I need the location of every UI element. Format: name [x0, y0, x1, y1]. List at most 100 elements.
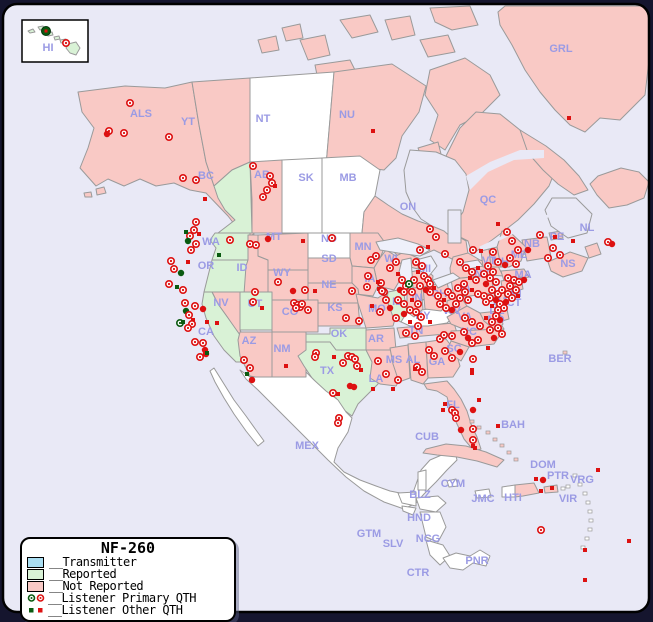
map-label-yt: YT [181, 116, 195, 128]
legend-row-primary-qth: __Listener Primary QTH [22, 592, 234, 604]
region-ncg [419, 511, 447, 543]
listener-marker-rc [450, 334, 454, 338]
listener-marker-rc [376, 359, 380, 363]
listener-marker-rc [122, 131, 126, 135]
hawaii-island [65, 41, 81, 56]
listener-marker-rs [550, 486, 554, 490]
listener-marker-rc [463, 290, 467, 294]
listener-marker-rf [422, 286, 430, 294]
listener-marker-rc [471, 248, 475, 252]
listener-marker-rc [201, 341, 205, 345]
map-label-wy: WY [273, 267, 291, 279]
legend-label: __Listener Other QTH [48, 603, 183, 617]
listener-marker-rs [203, 197, 207, 201]
listener-marker-rc [422, 274, 426, 278]
listener-marker-rc [188, 234, 192, 238]
listener-marker-rc [558, 253, 562, 257]
region-nl [519, 129, 589, 196]
bahamas-island [513, 457, 519, 462]
listener-marker-rc [268, 174, 272, 178]
listener-marker-rc [353, 357, 357, 361]
listener-marker-rc [428, 290, 432, 294]
listener-marker-rs [443, 402, 447, 406]
map-label-grl: GRL [549, 43, 573, 55]
listener-marker-rc [491, 250, 495, 254]
map-label-ctr: CTR [407, 567, 430, 579]
listener-marker-rc [496, 260, 500, 264]
listener-marker-rc [384, 298, 388, 302]
listener-marker-rs [490, 304, 494, 308]
listener-marker-rs [301, 239, 305, 243]
virgin-island [560, 486, 566, 491]
listener-marker-rc [337, 416, 341, 420]
listener-marker-gs [217, 253, 221, 257]
listener-marker-rs [583, 548, 587, 552]
bahamas-island [476, 425, 482, 430]
listener-marker-rc [270, 181, 274, 185]
listener-marker-rc [551, 246, 555, 250]
listener-marker-rf [400, 310, 408, 318]
map-label-mn: MN [354, 241, 371, 253]
listener-marker-rs [496, 222, 500, 226]
arctic-island [83, 191, 93, 198]
listener-marker-rc [500, 332, 504, 336]
arctic-island [424, 57, 501, 151]
listener-marker-rs [432, 286, 436, 290]
listener-marker-rc [303, 288, 307, 292]
listener-marker-rc [510, 296, 514, 300]
map-label-tx: TX [320, 365, 335, 377]
map-label-ar: AR [368, 333, 384, 345]
listener-marker-rc [414, 260, 418, 264]
listener-marker-gc [407, 282, 411, 286]
listener-marker-rc [169, 259, 173, 263]
listener-markers [103, 99, 631, 582]
listener-marker-rs [442, 298, 446, 302]
listener-marker-rc [506, 276, 510, 280]
gulf-st-lawrence [544, 197, 593, 239]
region-dom [514, 482, 540, 498]
listener-marker-rc [486, 264, 490, 268]
map-label-nt: NT [256, 113, 271, 125]
listener-marker-rf [496, 316, 504, 324]
hawaii-inset-box [21, 19, 89, 63]
listener-marker-rc [482, 272, 486, 276]
listener-marker-rc [471, 438, 475, 442]
listener-marker-rf [199, 305, 207, 313]
listener-marker-rc [248, 242, 252, 246]
listener-marker-rc [450, 356, 454, 360]
listener-marker-rc [471, 427, 475, 431]
listener-marker-rf [456, 348, 464, 356]
listener-marker-rs [359, 368, 363, 372]
listener-marker-rc [428, 227, 432, 231]
listener-marker-rc [478, 324, 482, 328]
listener-marker-rc [194, 242, 198, 246]
virgin-island [565, 484, 571, 489]
region-tx [297, 341, 381, 417]
listener-marker-rf [490, 334, 498, 342]
listener-marker-rc [494, 314, 498, 318]
listener-marker-gs [181, 320, 185, 324]
listener-marker-rf [248, 376, 256, 384]
map-label-hi: HI [43, 42, 54, 54]
listener-marker-rs [627, 539, 631, 543]
listener-marker-rf [482, 280, 490, 288]
map-label-nu: NU [339, 109, 355, 121]
listener-marker-rc [374, 254, 378, 258]
listener-marker-rc [428, 282, 432, 286]
listener-marker-rc [512, 278, 516, 282]
listener-marker-rs [313, 289, 317, 293]
listener-marker-rc [446, 290, 450, 294]
arctic-island [299, 34, 331, 61]
listener-marker-rs [336, 392, 340, 396]
listener-marker-rc [508, 284, 512, 288]
listener-marker-rs [468, 276, 472, 280]
listener-marker-rs [426, 245, 430, 249]
listener-marker-rc [500, 288, 504, 292]
listener-marker-rc [476, 292, 480, 296]
listener-marker-rc [402, 290, 406, 294]
map-label-ok: OK [331, 328, 348, 340]
listener-marker-rs [410, 298, 414, 302]
reported-swatch [27, 568, 44, 580]
legend-title: NF-260 [100, 539, 156, 557]
bahamas-island [506, 450, 512, 455]
